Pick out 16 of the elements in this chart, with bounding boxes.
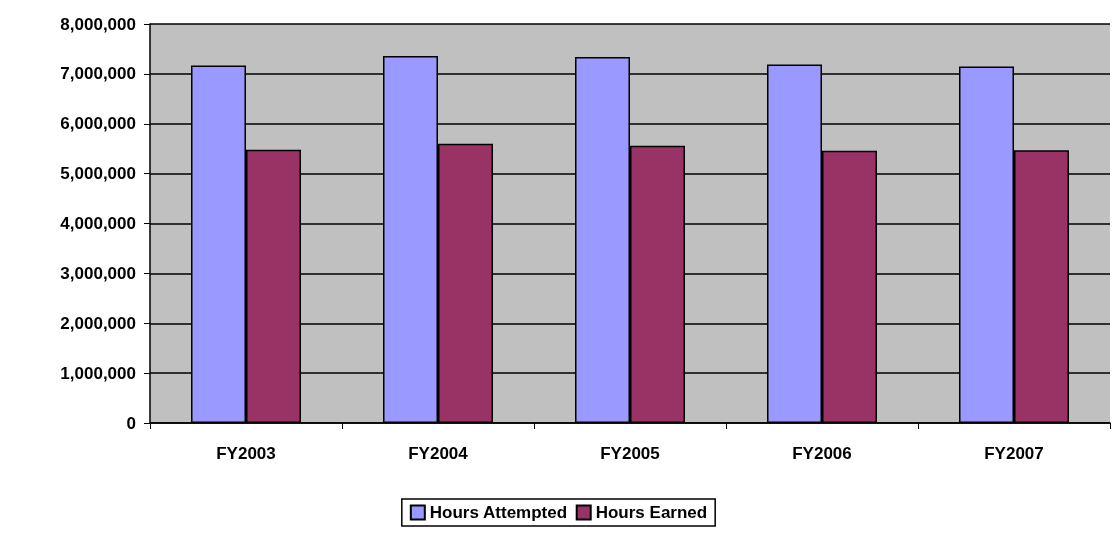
y-tick-label: 3,000,000 bbox=[60, 263, 136, 283]
y-tick-label: 4,000,000 bbox=[60, 214, 136, 233]
y-tick-label: 0 bbox=[126, 413, 136, 433]
x-tick-label: FY2004 bbox=[408, 444, 469, 463]
y-tick-label: 2,000,000 bbox=[60, 313, 136, 333]
x-tick-label: FY2003 bbox=[216, 444, 276, 463]
x-tick-label: FY2007 bbox=[984, 444, 1044, 463]
y-tick-label: 6,000,000 bbox=[60, 114, 136, 134]
y-tick-label: 8,000,000 bbox=[60, 14, 136, 34]
legend-label: Hours Attempted bbox=[429, 503, 568, 522]
y-tick-label: 5,000,000 bbox=[60, 164, 136, 184]
x-tick-label: FY2006 bbox=[792, 444, 852, 463]
legend-label: Hours Earned bbox=[595, 503, 708, 522]
y-tick-label: 1,000,000 bbox=[60, 363, 136, 383]
y-tick-label: 7,000,000 bbox=[60, 64, 136, 84]
x-tick-label: FY2005 bbox=[600, 444, 660, 463]
